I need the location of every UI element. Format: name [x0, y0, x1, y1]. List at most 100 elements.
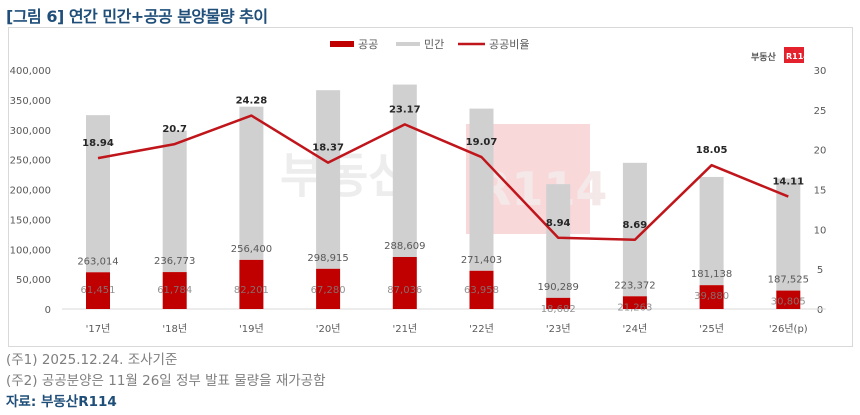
ratio-value-label: 23.17	[389, 104, 421, 115]
legend-private-label: 민간	[424, 38, 444, 51]
y2-tick-label: 15	[814, 186, 827, 197]
y-tick-label: 350,000	[10, 96, 51, 107]
public-value-label: 61,784	[157, 285, 192, 296]
private-value-label: 263,014	[77, 256, 118, 267]
bar-private	[546, 184, 571, 298]
brand-logo-badge	[784, 47, 804, 63]
private-value-label: 190,289	[538, 282, 579, 293]
public-value-label: 61,451	[81, 285, 116, 296]
bar-private	[776, 178, 801, 291]
y-tick-label: 150,000	[10, 215, 51, 226]
bar-private	[239, 106, 264, 260]
ratio-polyline	[97, 114, 789, 242]
y-tick-label: 300,000	[10, 126, 51, 137]
y-tick-label: 0	[45, 305, 51, 316]
public-value-label: 63,958	[464, 285, 499, 296]
private-value-label: 181,138	[691, 269, 732, 280]
ratio-value-label: 18.37	[312, 143, 344, 154]
private-value-label: 236,773	[154, 256, 195, 267]
bar-private	[392, 84, 417, 257]
bar-public	[239, 259, 264, 309]
y2-tick-label: 20	[814, 146, 827, 157]
ratio-value-label: 8.94	[546, 218, 571, 229]
ratio-value-label: 14.11	[772, 177, 804, 188]
x-tick-label: '17년	[86, 323, 111, 335]
ratio-value-label: 20.7	[162, 124, 187, 135]
y2-tick-label: 25	[814, 106, 827, 117]
y-tick-label: 50,000	[16, 275, 51, 286]
private-value-label: 223,372	[614, 280, 655, 291]
footnotes: (주1) 2025.12.24. 조사기준 (주2) 공공분양은 11월 26일…	[6, 350, 326, 413]
ratio-value-label: 18.94	[82, 138, 114, 149]
private-value-label: 288,609	[384, 241, 425, 252]
x-tick-label: '22년	[469, 323, 494, 335]
y2-tick-label: 10	[814, 225, 827, 236]
ratio-value-label: 24.28	[236, 96, 268, 107]
bar-public	[86, 272, 110, 309]
legend: 공공 민간 공공비율	[330, 38, 529, 51]
bar-public	[162, 272, 187, 309]
private-value-label: 187,525	[768, 275, 809, 286]
ratio-value-label: 8.69	[623, 220, 648, 231]
x-tick-label: '18년	[162, 323, 187, 335]
y-tick-label: 100,000	[10, 245, 51, 256]
bar-private	[622, 162, 647, 297]
bar-private	[86, 115, 110, 273]
footnote-1: (주1) 2025.12.24. 조사기준	[6, 352, 178, 368]
y-tick-label: 400,000	[10, 66, 51, 77]
legend-private-swatch	[396, 42, 420, 46]
bar-private	[699, 176, 724, 286]
y2-tick-label: 5	[817, 265, 823, 276]
bar-public	[699, 285, 724, 309]
brand-logo: 부동산 R114	[751, 47, 809, 63]
private-value-label: 271,403	[461, 255, 502, 266]
public-value-label: 18,682	[541, 304, 576, 315]
chart-title: [그림 6] 연간 민간+공공 분양물량 추이	[6, 7, 268, 26]
bars: 263,014 61,451 236,773 61,784 256,400 82,201 2…	[77, 84, 809, 315]
bar-public	[316, 268, 341, 309]
left-axis: 0 50,000 100,000 150,000 200,000 250,000 300,0…	[10, 66, 51, 316]
x-tick-label: '20년	[316, 323, 341, 335]
x-tick-label: '24년	[623, 323, 648, 335]
x-tick-label: '25년	[699, 323, 724, 335]
private-value-label: 298,915	[307, 253, 348, 264]
bar-private	[469, 108, 494, 271]
public-value-label: 21,263	[617, 302, 652, 313]
bar-public	[776, 290, 801, 309]
bar-public	[469, 270, 494, 309]
bar-public	[546, 297, 571, 309]
watermark-text: 부동산	[280, 148, 412, 204]
public-value-label: 87,036	[387, 285, 422, 296]
chart: 부동산 R114 공공 민간 공공비율 부동산 R114 0 50,000 100,…	[10, 38, 827, 335]
bar-private	[316, 90, 341, 269]
x-tick-label: '26년(p)	[769, 323, 808, 335]
brand-logo-text: 부동산	[751, 51, 777, 63]
public-value-label: 39,880	[694, 291, 729, 302]
bar-public	[392, 256, 417, 309]
public-value-label: 30,805	[771, 297, 806, 308]
bar-private	[162, 130, 187, 273]
y2-tick-label: 0	[817, 305, 823, 316]
legend-public-label: 공공	[358, 38, 378, 51]
legend-ratio-label: 공공비율	[489, 38, 529, 51]
x-tick-label: '23년	[546, 323, 571, 335]
right-axis: 0 5 10 15 20 25 30	[814, 66, 827, 316]
public-value-label: 67,280	[311, 285, 346, 296]
x-tick-label: '21년	[392, 323, 417, 335]
public-value-label: 82,201	[234, 285, 269, 296]
private-value-label: 256,400	[231, 244, 272, 255]
ratio-value-label: 18.05	[696, 145, 728, 156]
bar-public	[622, 296, 647, 309]
ratio-line: 18.94 20.7 24.28 18.37 23.17 19.07 8.94 8.69 18.…	[82, 96, 804, 242]
x-tick-label: '19년	[239, 323, 264, 335]
y2-tick-label: 30	[814, 66, 827, 77]
y-tick-label: 250,000	[10, 156, 51, 167]
ratio-value-label: 19.07	[466, 137, 498, 148]
brand-logo-badge-text: R114	[786, 52, 809, 61]
watermark-badge-text: R114	[476, 162, 607, 216]
source-credit: 자료: 부동산R114	[6, 394, 117, 410]
y-tick-label: 200,000	[10, 186, 51, 197]
footnote-2: (주2) 공공분양은 11월 26일 정부 발표 물량을 재가공함	[6, 373, 326, 389]
x-axis-labels: '17년 '18년 '19년 '20년 '21년 '22년 '23년 '24년 '25년 '26년…	[86, 323, 808, 335]
legend-public-swatch	[330, 41, 354, 47]
